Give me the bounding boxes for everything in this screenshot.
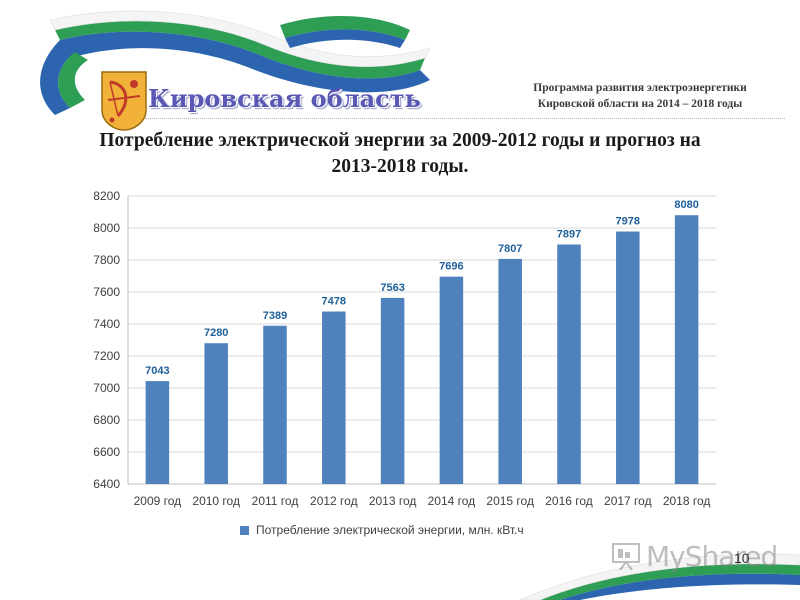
bar bbox=[263, 325, 287, 484]
bar bbox=[204, 343, 228, 484]
data-label: 7563 bbox=[380, 282, 404, 294]
bar bbox=[145, 381, 170, 484]
data-label: 7043 bbox=[145, 365, 169, 377]
data-label: 7897 bbox=[557, 228, 581, 240]
bar bbox=[616, 231, 640, 484]
legend-label: Потребление электрической энергии, млн. … bbox=[256, 523, 524, 537]
y-tick-label: 7000 bbox=[93, 381, 120, 395]
data-label: 7478 bbox=[322, 296, 346, 308]
y-tick-label: 7800 bbox=[93, 253, 120, 267]
coat-of-arms-icon bbox=[101, 71, 147, 131]
legend: Потребление электрической энергии, млн. … bbox=[240, 523, 524, 537]
header-divider bbox=[145, 118, 785, 119]
x-tick-label: 2018 год bbox=[663, 494, 711, 508]
program-header-line1: Программа развития электроэнергетики bbox=[533, 82, 747, 94]
x-tick-label: 2016 год bbox=[545, 494, 593, 508]
bar bbox=[674, 215, 699, 484]
bar bbox=[380, 297, 405, 484]
presentation-icon bbox=[612, 543, 640, 571]
region-name: Кировская область bbox=[148, 84, 421, 113]
y-tick-label: 8200 bbox=[93, 189, 120, 203]
watermark: MyShared bbox=[610, 536, 778, 576]
data-labels: 7043 7280 7389 7478 7563 7696 7807 7897 7978 8080 bbox=[145, 199, 699, 377]
data-label: 7389 bbox=[263, 310, 287, 322]
consumption-bar-chart: 7043 7280 7389 7478 7563 7696 7807 7897 7978 8080… bbox=[93, 189, 716, 537]
decorative-ribbon-top bbox=[40, 10, 431, 115]
page-title-line2: 2013-2018 годы. bbox=[331, 156, 469, 177]
data-label: 8080 bbox=[674, 199, 698, 211]
y-tick-label: 8000 bbox=[93, 221, 120, 235]
page-number: 10 bbox=[734, 550, 750, 566]
bar bbox=[439, 276, 464, 484]
data-label: 7978 bbox=[616, 216, 640, 228]
y-tick-label: 6600 bbox=[93, 445, 120, 459]
y-tick-label: 6400 bbox=[93, 477, 120, 491]
y-axis-ticks: 6400 6600 6800 7000 7200 7400 7600 7800 8000 8200 bbox=[93, 189, 120, 491]
x-tick-label: 2012 год bbox=[310, 494, 358, 508]
x-tick-label: 2011 год bbox=[252, 494, 299, 508]
decorative-ribbon-bottom bbox=[519, 553, 800, 600]
page-title: Потребление электрической энергии за 200… bbox=[40, 128, 760, 180]
x-tick-label: 2014 год bbox=[428, 494, 476, 508]
data-label: 7807 bbox=[498, 243, 522, 255]
data-label: 7280 bbox=[204, 327, 228, 339]
program-header-line2: Кировской области на 2014 – 2018 годы bbox=[537, 98, 743, 110]
data-label: 7696 bbox=[439, 261, 463, 273]
x-tick-label: 2009 год bbox=[134, 494, 182, 508]
x-tick-label: 2010 год bbox=[192, 494, 240, 508]
page-title-line1: Потребление электрической энергии за 200… bbox=[99, 130, 701, 151]
y-tick-label: 7400 bbox=[93, 317, 120, 331]
bar bbox=[557, 244, 581, 484]
y-tick-label: 7200 bbox=[93, 349, 120, 363]
legend-swatch bbox=[240, 526, 249, 535]
x-tick-label: 2017 год bbox=[604, 494, 652, 508]
x-tick-label: 2013 год bbox=[369, 494, 417, 508]
watermark-text: MyShared bbox=[646, 539, 778, 573]
program-header: Программа развития электроэнергетики Кир… bbox=[480, 80, 800, 112]
x-axis-ticks: 2009 год 2010 год 2011 год 2012 год 2013 год… bbox=[134, 494, 711, 508]
bar bbox=[498, 258, 522, 484]
y-tick-label: 7600 bbox=[93, 285, 120, 299]
x-tick-label: 2015 год bbox=[486, 494, 534, 508]
bar bbox=[322, 311, 346, 484]
bars bbox=[145, 215, 699, 484]
y-tick-label: 6800 bbox=[93, 413, 120, 427]
